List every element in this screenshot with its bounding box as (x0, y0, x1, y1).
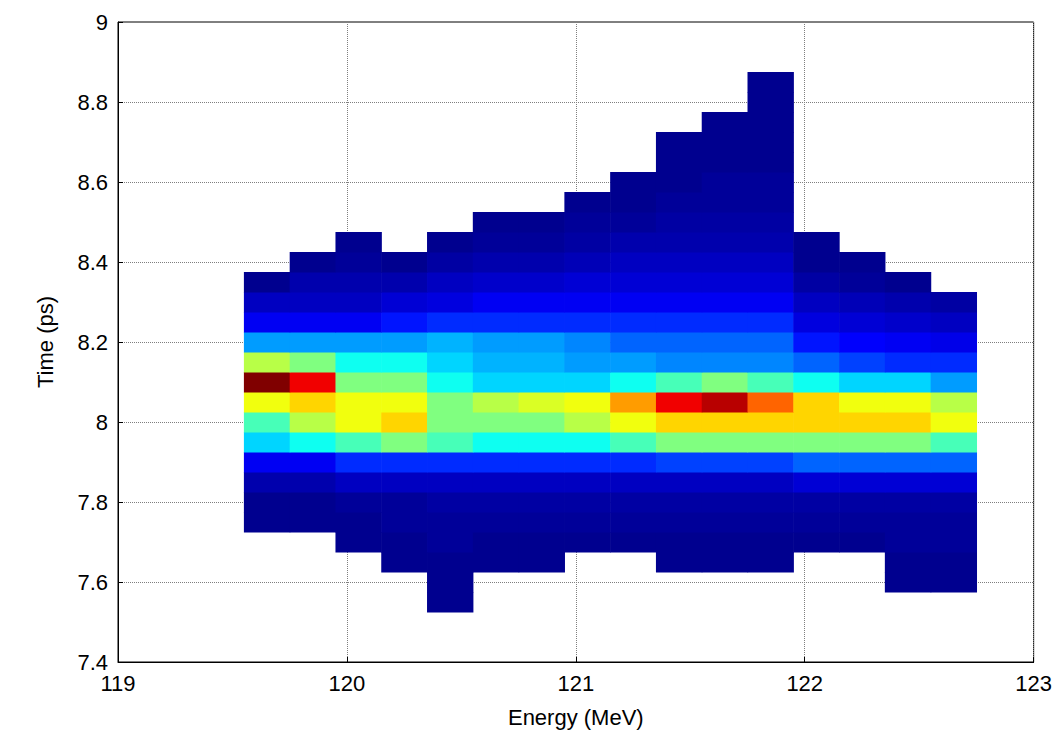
svg-text:7.8: 7.8 (77, 490, 108, 515)
svg-text:8: 8 (96, 410, 108, 435)
svg-text:8.2: 8.2 (77, 330, 108, 355)
svg-text:121: 121 (557, 671, 594, 696)
svg-text:Time (ps): Time (ps) (33, 296, 58, 388)
svg-text:8.8: 8.8 (77, 90, 108, 115)
svg-text:119: 119 (100, 671, 135, 696)
svg-text:7.4: 7.4 (77, 649, 108, 675)
svg-text:123: 123 (1015, 671, 1052, 696)
svg-text:7.6: 7.6 (77, 570, 108, 595)
svg-text:9: 9 (96, 10, 108, 35)
svg-text:Energy (MeV): Energy (MeV) (508, 705, 644, 730)
svg-text:120: 120 (329, 671, 366, 696)
svg-text:8.4: 8.4 (77, 250, 108, 275)
svg-text:122: 122 (786, 671, 823, 696)
svg-text:8.6: 8.6 (77, 170, 108, 195)
